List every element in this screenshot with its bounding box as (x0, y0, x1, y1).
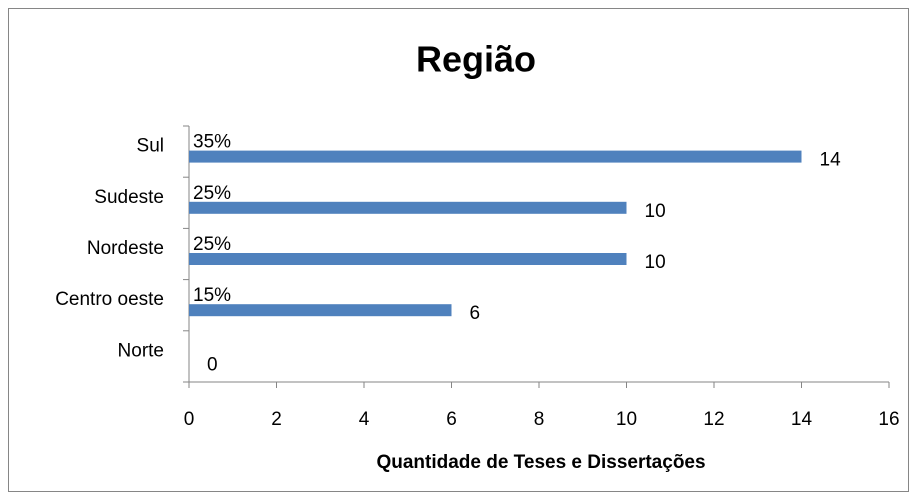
y-tick-label: Norte (118, 340, 164, 361)
x-tick-label: 12 (703, 409, 724, 430)
data-label: 10 (645, 252, 666, 273)
x-tick-label: 0 (184, 409, 195, 430)
x-tick-label: 2 (271, 409, 282, 430)
x-tick-label: 4 (359, 409, 370, 430)
bar (189, 201, 627, 214)
chart-border (8, 8, 909, 492)
x-tick-label: 16 (878, 409, 899, 430)
y-tick-label: Nordeste (87, 238, 164, 259)
data-label: 6 (470, 303, 481, 324)
x-tick-label: 14 (791, 409, 813, 430)
percent-label: 35% (193, 132, 231, 153)
data-label: 14 (820, 150, 842, 171)
bar (189, 304, 452, 317)
y-tick-label: Sudeste (94, 187, 164, 208)
x-tick-label: 8 (534, 409, 545, 430)
y-tick-label: Sul (137, 136, 164, 157)
bar (189, 253, 627, 265)
x-axis-label: Quantidade de Teses e Dissertações (376, 452, 705, 473)
percent-label: 25% (193, 234, 231, 255)
data-label: 10 (645, 201, 666, 222)
x-tick-label: 6 (446, 409, 457, 430)
x-tick-label: 10 (616, 409, 637, 430)
chart-title: Região (416, 39, 536, 80)
percent-label: 25% (193, 183, 231, 204)
data-label: 0 (207, 354, 218, 375)
percent-label: 15% (193, 285, 231, 306)
bar (189, 150, 802, 163)
y-tick-label: Centro oeste (55, 289, 164, 310)
